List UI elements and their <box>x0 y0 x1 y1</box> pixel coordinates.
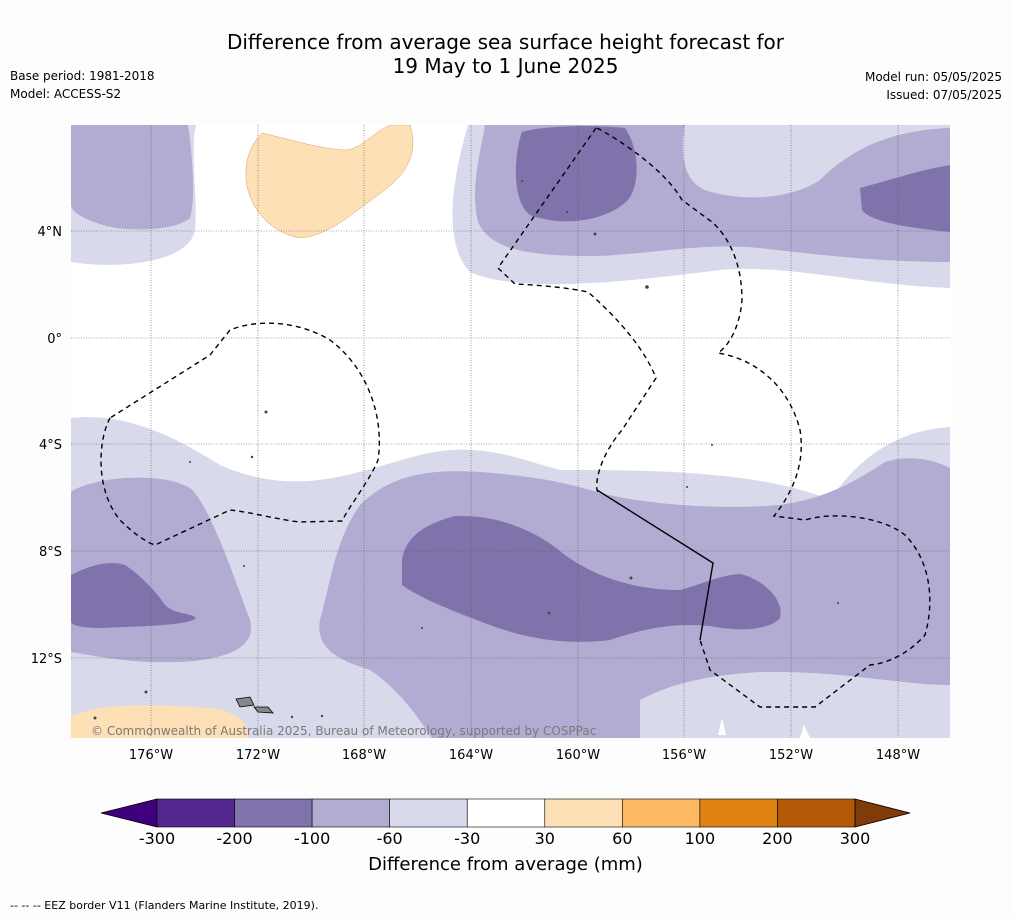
lon-label: 172°W <box>236 748 280 763</box>
model-run: Model run: 05/05/2025 <box>864 70 1002 84</box>
colorbar-tick-label: 60 <box>612 829 632 848</box>
colorbar-tick-label: -60 <box>377 829 403 848</box>
anomaly-minus60-nw <box>71 125 194 230</box>
anomaly-minus100-west <box>71 563 196 628</box>
lon-label: 148°W <box>876 748 920 763</box>
colorbar-segment <box>777 798 856 828</box>
lat-label: 12°S <box>31 652 62 667</box>
colorbar-extend-high <box>854 798 911 828</box>
positive-anomaly-north <box>245 125 414 239</box>
positive-anomaly-south <box>71 705 249 738</box>
base-period: Base period: 1981-2018 <box>10 69 155 83</box>
lat-label: 0° <box>47 332 62 347</box>
colorbar-segment <box>311 798 390 828</box>
lon-label: 176°W <box>129 748 173 763</box>
white-patch <box>718 718 810 738</box>
colorbar-segment <box>156 798 235 828</box>
lon-label: 152°W <box>769 748 813 763</box>
anomaly-minus100-central <box>402 515 781 642</box>
colorbar-tick-label: 30 <box>535 829 555 848</box>
colorbar-segment <box>389 798 468 828</box>
lat-label: 4°S <box>39 438 62 453</box>
longitude-labels: 176°W 172°W 168°W 164°W 160°W 156°W 152°… <box>129 748 920 763</box>
islands <box>93 180 839 720</box>
lon-label: 156°W <box>662 748 706 763</box>
colorbar-title: Difference from average (mm) <box>368 854 643 875</box>
anomaly-minus100-east <box>860 165 950 232</box>
meta-right: Model run: 05/05/2025 Issued: 07/05/2025 <box>865 68 1002 104</box>
latitude-labels: 4°N 0° 4°S 8°S 12°S <box>31 225 62 667</box>
colorbar-tick-label: 100 <box>685 829 716 848</box>
title-line-2: 19 May to 1 June 2025 <box>392 54 619 78</box>
eez-borders <box>100 127 931 708</box>
lon-label: 168°W <box>342 748 386 763</box>
map-field <box>71 125 950 738</box>
colorbar-tick-label: -30 <box>454 829 480 848</box>
graticule <box>71 125 950 738</box>
colorbar: -300 -200 -100 -60 -30 30 60 100 200 300 <box>100 798 911 848</box>
colorbar-tick-label: 300 <box>840 829 871 848</box>
colorbar-segment <box>544 798 623 828</box>
colorbar-extend-low <box>100 798 158 828</box>
eez-footer-note: -- -- -- EEZ border V11 (Flanders Marine… <box>10 899 319 912</box>
title-line-1: Difference from average sea surface heig… <box>226 30 785 54</box>
anomaly-minus100-north <box>515 126 637 222</box>
colorbar-segment <box>622 798 701 828</box>
colorbar-tick-label: -100 <box>294 829 330 848</box>
map-title: Difference from average sea surface heig… <box>0 30 1011 78</box>
copyright-notice: © Commonwealth of Australia 2025, Bureau… <box>91 724 596 738</box>
colorbar-tick-label: 200 <box>762 829 793 848</box>
colorbar-tick-label: -200 <box>216 829 252 848</box>
model-name: Model: ACCESS-S2 <box>10 87 122 101</box>
lat-label: 4°N <box>38 225 63 240</box>
colorbar-segment <box>466 798 546 828</box>
issued-date: Issued: 07/05/2025 <box>886 88 1002 102</box>
colorbar-tick-label: -300 <box>139 829 175 848</box>
lon-label: 164°W <box>449 748 493 763</box>
colorbar-segment <box>234 798 313 828</box>
colorbar-segment <box>699 798 778 828</box>
meta-left: Base period: 1981-2018 Model: ACCESS-S2 <box>10 67 155 103</box>
lat-label: 8°S <box>39 545 62 560</box>
maritime-boundary <box>596 489 714 641</box>
lon-label: 160°W <box>556 748 600 763</box>
